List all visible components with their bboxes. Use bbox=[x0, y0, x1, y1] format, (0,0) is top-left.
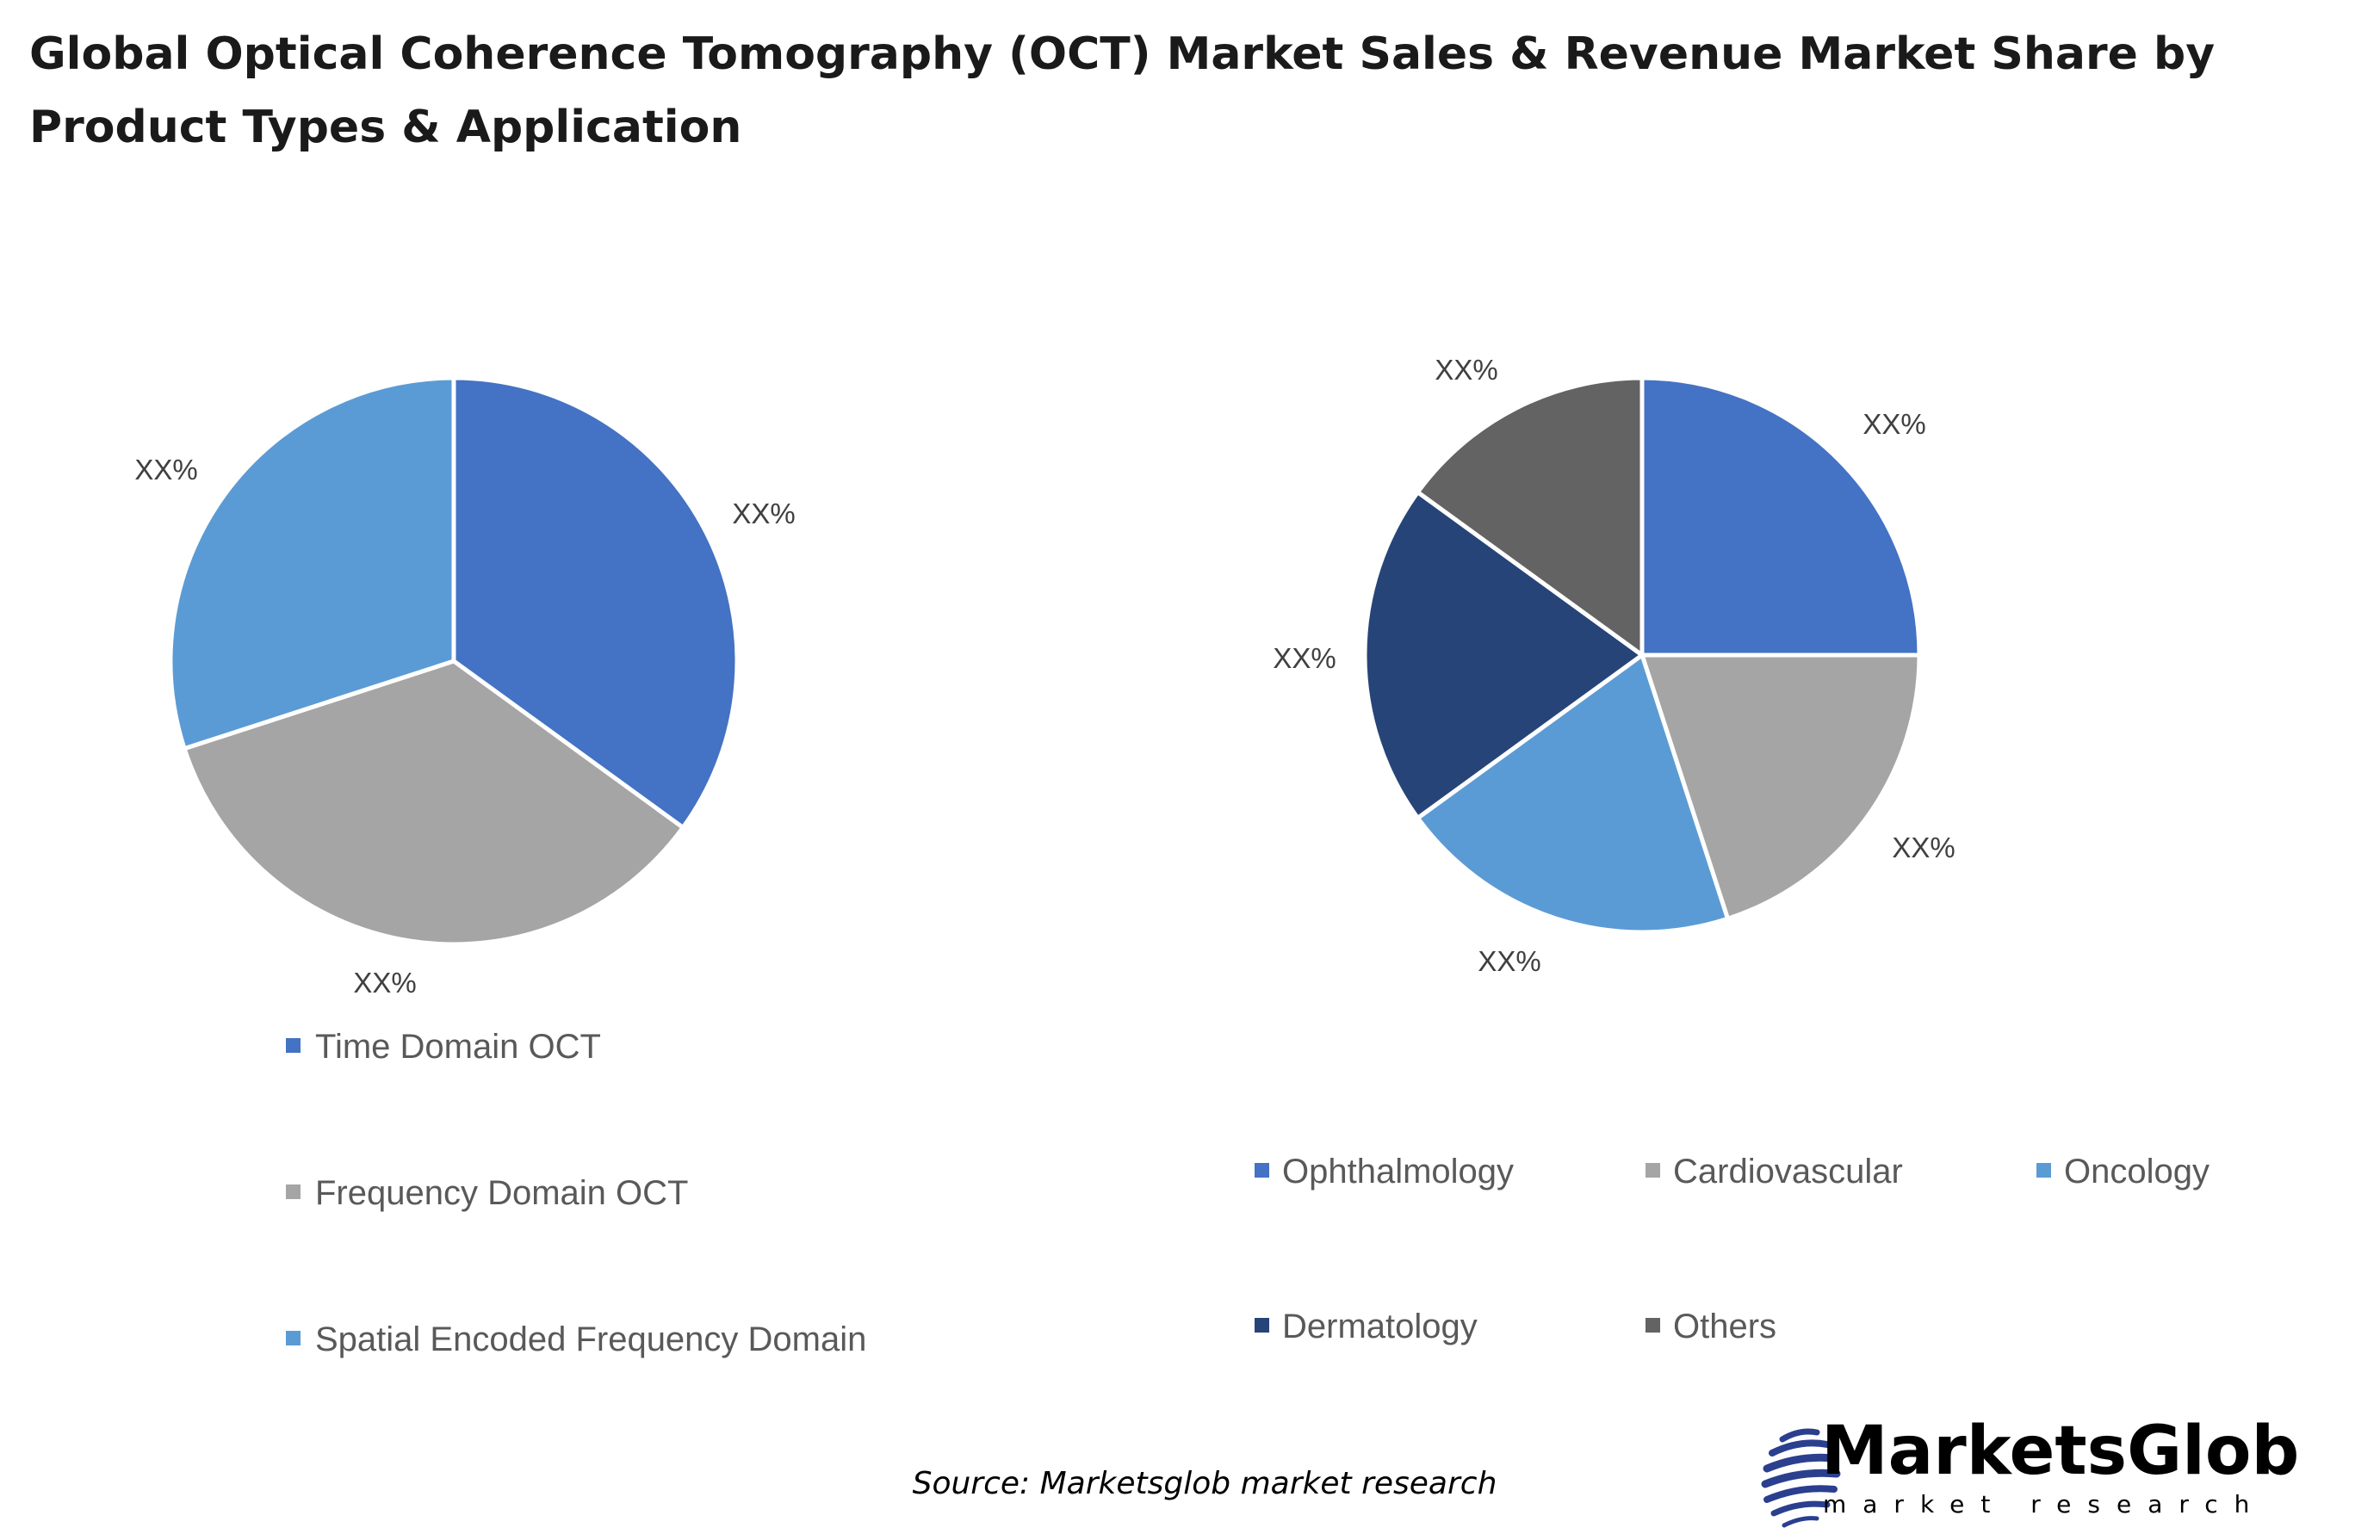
legend-label: Oncology bbox=[2064, 1153, 2210, 1191]
pie-slice-oncology bbox=[1416, 652, 1730, 935]
data-label-spatial-encoded: XX% bbox=[134, 454, 197, 486]
legend-swatch bbox=[2036, 1163, 2051, 1178]
legend-label: Time Domain OCT bbox=[315, 1028, 601, 1066]
legend-item-spatial-encoded: Spatial Encoded Frequency Domain bbox=[286, 1320, 866, 1358]
data-label-others: XX% bbox=[1435, 354, 1497, 386]
legend-swatch bbox=[286, 1184, 301, 1199]
legend-item-frequency-domain: Frequency Domain OCT bbox=[286, 1174, 688, 1212]
data-label-ophthalmology: XX% bbox=[1862, 408, 1925, 440]
data-label-frequency-domain: XX% bbox=[353, 967, 416, 999]
chart-title-line1: Global Optical Coherence Tomography (OCT… bbox=[29, 28, 2215, 80]
legend-label: Frequency Domain OCT bbox=[315, 1174, 688, 1212]
legend-label: Others bbox=[1673, 1308, 1776, 1345]
pie-slice-frequency-domain-oct bbox=[182, 659, 685, 947]
pie-slice-ophthalmology bbox=[1639, 375, 1922, 658]
pie-slice-spatial-encoded-frequency-domain bbox=[168, 375, 456, 751]
legend-item-oncology: Oncology bbox=[2036, 1153, 2210, 1191]
pie-slice-cardiovascular bbox=[1639, 652, 1922, 921]
source-note: Source: Marketsglob market research bbox=[913, 1466, 1497, 1501]
legend-swatch bbox=[1255, 1163, 1269, 1178]
legend-swatch bbox=[1255, 1318, 1269, 1333]
legend-item-ophthalmology: Ophthalmology bbox=[1255, 1153, 1514, 1191]
pie-slice-dermatology bbox=[1362, 490, 1645, 820]
data-label-time-domain: XX% bbox=[732, 498, 795, 529]
data-label-oncology: XX% bbox=[1478, 945, 1540, 977]
pie-slice-time-domain-oct bbox=[451, 375, 740, 830]
application-pie bbox=[1362, 375, 1922, 935]
data-label-dermatology: XX% bbox=[1273, 642, 1336, 674]
legend-label: Cardiovascular bbox=[1673, 1153, 1903, 1191]
legend-item-dermatology: Dermatology bbox=[1255, 1308, 1478, 1345]
pie-slice-others bbox=[1416, 375, 1645, 658]
legend-label: Spatial Encoded Frequency Domain bbox=[315, 1320, 866, 1358]
legend-swatch bbox=[286, 1038, 301, 1053]
globe-icon bbox=[1761, 1428, 1841, 1528]
legend-item-cardiovascular: Cardiovascular bbox=[1646, 1153, 1903, 1191]
marketsglob-logo: MarketsGlob market research bbox=[1761, 1413, 2299, 1528]
legend-item-time-domain: Time Domain OCT bbox=[286, 1028, 601, 1066]
data-label-cardiovascular: XX% bbox=[1892, 832, 1955, 863]
legend-swatch bbox=[1646, 1318, 1660, 1333]
chart-title-line2: Product Types & Application bbox=[29, 102, 741, 153]
legend-label: Ophthalmology bbox=[1282, 1153, 1514, 1191]
logo-tagline: market research bbox=[1823, 1490, 2265, 1518]
product-type-pie bbox=[168, 375, 740, 947]
legend-swatch bbox=[286, 1331, 301, 1345]
logo-wordmark: MarketsGlob bbox=[1821, 1413, 2299, 1490]
legend-item-others: Others bbox=[1646, 1308, 1776, 1345]
legend-label: Dermatology bbox=[1282, 1308, 1478, 1345]
legend-swatch bbox=[1646, 1163, 1660, 1178]
